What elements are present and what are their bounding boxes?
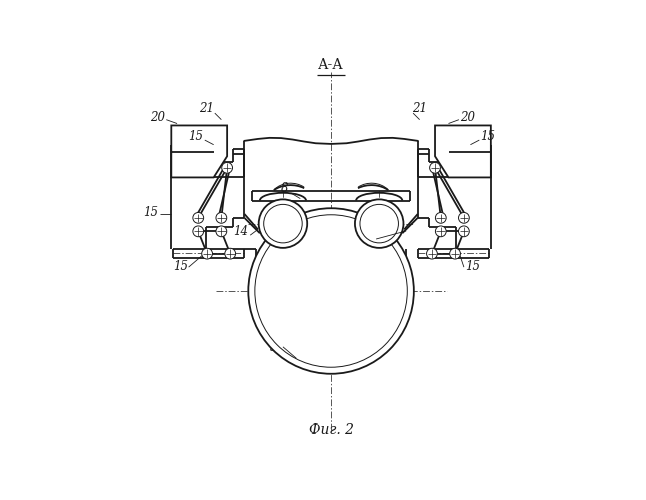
Polygon shape: [435, 126, 491, 178]
Circle shape: [355, 200, 404, 248]
Text: Фиг. 2: Фиг. 2: [309, 422, 353, 436]
Text: А-А: А-А: [318, 58, 344, 72]
Text: 15: 15: [481, 130, 495, 143]
Circle shape: [248, 208, 414, 374]
Circle shape: [193, 226, 203, 236]
Circle shape: [459, 212, 469, 223]
Circle shape: [264, 204, 302, 243]
Text: 21: 21: [412, 102, 427, 115]
Text: 8: 8: [281, 182, 289, 194]
Circle shape: [255, 215, 408, 367]
Circle shape: [225, 248, 236, 259]
Circle shape: [435, 226, 446, 236]
Text: 20: 20: [460, 111, 475, 124]
Circle shape: [430, 162, 441, 173]
Circle shape: [426, 248, 437, 259]
Polygon shape: [171, 126, 227, 178]
Circle shape: [258, 200, 307, 248]
Text: 15: 15: [173, 260, 188, 273]
Text: 15: 15: [188, 130, 203, 143]
Text: 20: 20: [150, 111, 165, 124]
Text: 15: 15: [465, 260, 480, 273]
Circle shape: [450, 248, 461, 259]
Circle shape: [435, 212, 446, 223]
Circle shape: [222, 162, 233, 173]
Circle shape: [216, 226, 227, 236]
Text: 15: 15: [143, 206, 158, 219]
Circle shape: [202, 248, 213, 259]
Text: 30: 30: [269, 340, 285, 353]
Circle shape: [360, 204, 399, 243]
Text: 14: 14: [377, 233, 392, 246]
Circle shape: [193, 212, 203, 223]
Text: 21: 21: [199, 102, 214, 115]
Text: 14: 14: [233, 225, 248, 238]
Circle shape: [216, 212, 227, 223]
Circle shape: [459, 226, 469, 236]
